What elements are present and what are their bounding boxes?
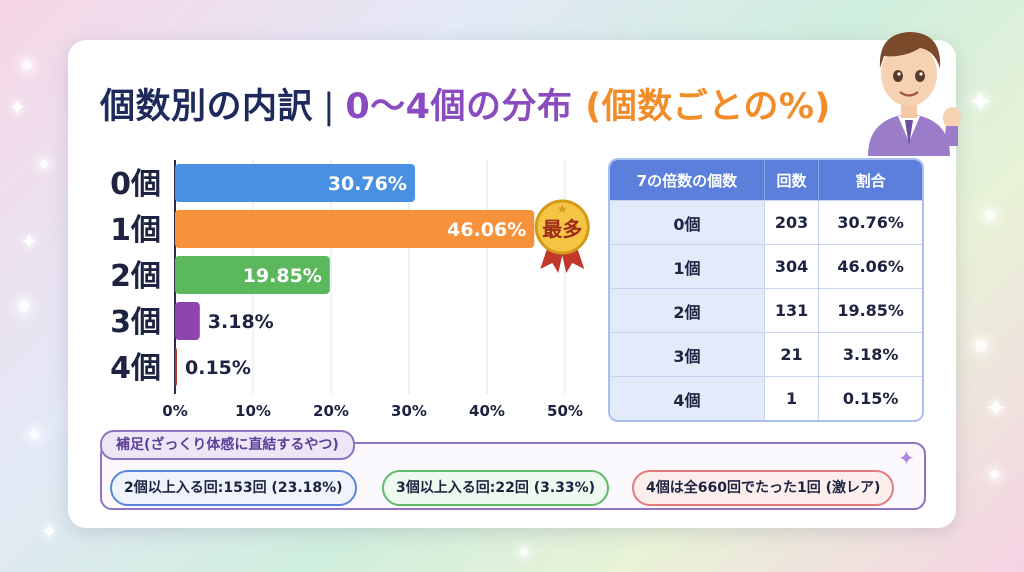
table-header-times: 回数 bbox=[764, 160, 820, 200]
bar bbox=[175, 210, 535, 248]
bar bbox=[175, 348, 177, 386]
badge-medal bbox=[534, 199, 590, 255]
note-item-two-plus: 2個以上入る回:153回 (23.18%) bbox=[110, 470, 357, 506]
background-sparkle bbox=[985, 210, 995, 220]
table-cell: 30.76% bbox=[819, 200, 922, 244]
category-label: 1個 bbox=[110, 213, 161, 248]
table-row: 0個 203 30.76% bbox=[610, 200, 922, 244]
background-sparkle bbox=[30, 430, 39, 439]
bar-value-label: 3.18% bbox=[208, 311, 274, 333]
table-cell: 46.06% bbox=[819, 244, 922, 288]
count-table: 7の倍数の個数 回数 割合 0個 203 30.76% 1個 304 46.06… bbox=[608, 158, 924, 422]
note-item-four: 4個は全660回でたった1回 (激レア) bbox=[632, 470, 895, 506]
title-part1: 個数別の内訳 bbox=[100, 87, 314, 127]
table-cell: 1 bbox=[764, 376, 820, 420]
category-label: 0個 bbox=[110, 167, 161, 202]
badge-star-icon: ★ bbox=[557, 202, 568, 216]
category-label: 2個 bbox=[110, 259, 161, 294]
table-row: 1個 304 46.06% bbox=[610, 244, 922, 288]
table-header-ratio: 割合 bbox=[819, 160, 922, 200]
category-label: 3個 bbox=[110, 305, 161, 340]
background-star: ✦ bbox=[40, 520, 59, 545]
background-sparkle bbox=[22, 60, 32, 70]
x-tick-label: 20% bbox=[313, 402, 349, 420]
bar-value-label: 30.76% bbox=[328, 173, 407, 195]
bar-value-label: 19.85% bbox=[243, 265, 322, 287]
x-tick-label: 10% bbox=[235, 402, 271, 420]
table-row: 4個 1 0.15% bbox=[610, 376, 922, 420]
table-cell: 4個 bbox=[610, 376, 765, 420]
table-cell: 3.18% bbox=[819, 332, 922, 376]
background-sparkle bbox=[18, 300, 30, 312]
table-row: 2個 131 19.85% bbox=[610, 288, 922, 332]
table-row: 3個 21 3.18% bbox=[610, 332, 922, 376]
table-cell: 304 bbox=[764, 244, 820, 288]
title-separator: | bbox=[323, 87, 336, 127]
title-part3: (個数ごとの%) bbox=[585, 87, 831, 127]
table-cell: 2個 bbox=[610, 288, 765, 332]
bar-value-label: 46.06% bbox=[447, 219, 526, 241]
bar bbox=[175, 302, 200, 340]
character-avatar bbox=[868, 32, 961, 156]
sparkle-icon: ✦ bbox=[898, 446, 915, 470]
table-header-count: 7の倍数の個数 bbox=[610, 160, 765, 200]
table-cell: 0個 bbox=[610, 200, 765, 244]
table-cell: 131 bbox=[764, 288, 820, 332]
table-cell: 3個 bbox=[610, 332, 765, 376]
bar bbox=[175, 256, 330, 294]
background-sparkle bbox=[990, 470, 999, 479]
x-tick-label: 40% bbox=[469, 402, 505, 420]
x-tick-label: 0% bbox=[162, 402, 187, 420]
background-star: ✦ bbox=[20, 230, 39, 255]
badge-label: 最多 bbox=[542, 217, 582, 241]
bar bbox=[175, 164, 415, 202]
background-star: ✦ bbox=[8, 96, 27, 121]
x-tick-label: 50% bbox=[547, 402, 583, 420]
background-sparkle bbox=[975, 340, 987, 352]
note-label: 補足(ざっくり体感に直結するやつ) bbox=[100, 430, 355, 460]
background-star: ✦ bbox=[985, 394, 1007, 424]
background-sparkle bbox=[40, 160, 48, 168]
table-cell: 1個 bbox=[610, 244, 765, 288]
note-item-three-plus: 3個以上入る回:22回 (3.33%) bbox=[382, 470, 610, 506]
table-cell: 21 bbox=[764, 332, 820, 376]
table-cell: 0.15% bbox=[819, 376, 922, 420]
table-cell: 19.85% bbox=[819, 288, 922, 332]
category-label: 4個 bbox=[110, 351, 161, 386]
background-star: ✦ bbox=[968, 85, 994, 120]
background-sparkle bbox=[520, 548, 528, 556]
page-title: 個数別の内訳 | 0〜4個の分布 (個数ごとの%) bbox=[100, 78, 831, 129]
table-cell: 203 bbox=[764, 200, 820, 244]
title-part2: 0〜4個の分布 bbox=[345, 87, 573, 127]
bar-value-label: 0.15% bbox=[185, 357, 251, 379]
x-tick-label: 30% bbox=[391, 402, 427, 420]
